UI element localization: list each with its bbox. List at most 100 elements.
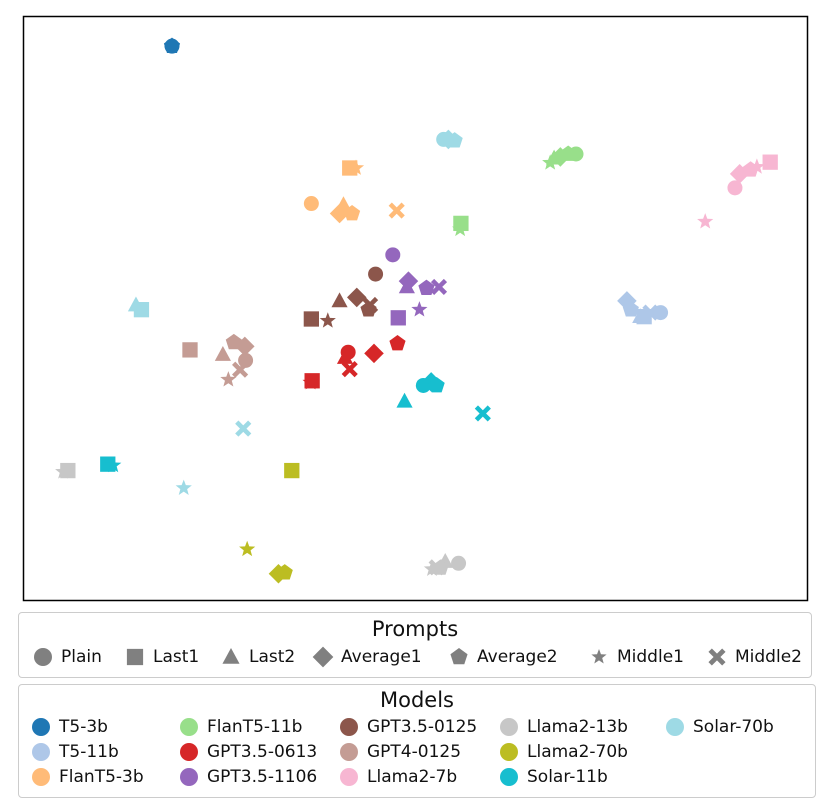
prompt-legend-average2: Average2 xyxy=(447,645,558,669)
prompt-legend-average2-marker-shape xyxy=(450,648,468,665)
point-gpt3-5-0125-pentagon xyxy=(360,301,377,317)
model-legend-solar-70b-marker-shape xyxy=(666,718,684,736)
prompt-legend-middle1-marker xyxy=(591,649,607,664)
model-legend-solar-70b-marker xyxy=(666,718,684,736)
model-legend-llama2-70b-label: Llama2-70b xyxy=(527,742,628,762)
model-legend-gpt3-5-0613-label: GPT3.5-0613 xyxy=(207,742,318,762)
prompt-legend-last2-label: Last2 xyxy=(249,647,296,667)
point-llama2-13b-square xyxy=(60,462,76,479)
point-solar-11b-star xyxy=(105,456,122,473)
point-solar-70b-square xyxy=(133,302,150,318)
model-legend-llama2-70b-marker-shape xyxy=(500,743,518,761)
model-legend-flant5-11b-label: FlanT5-11b xyxy=(207,717,303,737)
model-legend-gpt3-5-1106: GPT3.5-1106 xyxy=(177,765,317,789)
model-legend-gpt4-0125-marker-shape xyxy=(340,743,358,761)
point-llama2-13b-x xyxy=(428,559,445,576)
point-t5-3b-pentagon xyxy=(163,37,181,54)
model-legend-llama2-13b-marker-shape xyxy=(500,718,518,736)
point-gpt3-5-0613-x xyxy=(341,361,358,378)
point-llama2-7b-square xyxy=(762,154,778,170)
point-solar-70b-x xyxy=(235,420,252,437)
point-solar-11b-triangle xyxy=(396,392,413,408)
model-legend-flant5-3b-marker-shape xyxy=(32,768,50,786)
point-llama2-70b-pentagon xyxy=(276,564,293,580)
prompt-legend-last1-label: Last1 xyxy=(153,647,200,667)
prompt-legend-middle2-label: Middle2 xyxy=(735,647,802,667)
prompt-legend-plain-marker xyxy=(34,648,52,666)
point-llama2-7b-pentagon xyxy=(742,161,759,177)
model-legend-gpt3-5-0125-label: GPT3.5-0125 xyxy=(367,717,478,737)
prompt-legend-middle2: Middle2 xyxy=(705,645,802,669)
point-gpt4-0125-star xyxy=(220,371,237,387)
prompt-legend-last1: Last1 xyxy=(123,645,199,669)
model-legend-llama2-7b-marker-shape xyxy=(340,768,358,786)
prompt-legend-middle1-marker-shape xyxy=(591,649,607,664)
model-legend-gpt3-5-0613-marker xyxy=(180,743,198,761)
model-legend-flant5-3b-label: FlanT5-3b xyxy=(59,767,144,787)
prompt-legend-last1-marker-shape xyxy=(126,648,144,666)
prompt-legend-last2-marker xyxy=(222,648,240,664)
model-legend-gpt3-5-0613: GPT3.5-0613 xyxy=(177,740,317,764)
plot-area-frame xyxy=(22,15,809,602)
point-gpt3-5-1106-triangle xyxy=(398,278,415,294)
prompt-legend-average1-marker-shape xyxy=(312,646,334,668)
point-gpt3-5-1106-square xyxy=(390,310,406,326)
prompt-legend-plain-marker-shape xyxy=(34,648,52,666)
point-gpt3-5-1106-star xyxy=(411,301,428,317)
model-legend-t5-3b-label: T5-3b xyxy=(59,717,108,737)
point-gpt3-5-1106-diamond xyxy=(398,271,419,291)
point-solar-11b-pentagon xyxy=(428,376,445,393)
model-legend-t5-3b-marker xyxy=(32,718,50,736)
model-legend-t5-3b: T5-3b xyxy=(29,715,108,739)
point-gpt3-5-0613-diamond xyxy=(364,343,384,364)
prompt-legend-middle1-label: Middle1 xyxy=(617,647,684,667)
point-llama2-70b-star xyxy=(239,540,256,557)
model-legend-gpt3-5-0613-marker-shape xyxy=(180,743,198,761)
models-legend-title: Models xyxy=(380,688,454,712)
point-gpt3-5-1106-x xyxy=(430,278,448,296)
point-gpt4-0125-diamond xyxy=(235,336,255,357)
prompts-legend-title: Prompts xyxy=(371,617,459,641)
point-flant5-3b-pentagon xyxy=(343,204,361,221)
model-legend-solar-11b-label: Solar-11b xyxy=(527,767,608,787)
model-legend-flant5-11b-marker-shape xyxy=(180,718,198,736)
model-legend-gpt4-0125-marker xyxy=(340,743,358,761)
model-legend-flant5-11b: FlanT5-11b xyxy=(177,715,302,739)
prompt-legend-plain: Plain xyxy=(31,645,102,669)
prompt-legend-average1-label: Average1 xyxy=(341,647,422,667)
point-gpt3-5-0613-triangle xyxy=(336,348,354,364)
point-gpt4-0125-triangle xyxy=(214,346,231,361)
model-legend-t5-3b-marker-shape xyxy=(32,718,50,736)
point-gpt3-5-0613-star xyxy=(302,374,319,390)
model-legend-t5-11b: T5-11b xyxy=(29,740,119,764)
model-legend-llama2-13b-marker xyxy=(500,718,518,736)
point-solar-11b-x xyxy=(474,405,491,422)
model-legend-gpt3-5-1106-label: GPT3.5-1106 xyxy=(207,767,318,787)
model-legend-solar-11b-marker xyxy=(500,768,518,786)
model-legend-flant5-3b-marker xyxy=(32,768,50,786)
point-gpt3-5-0125-diamond xyxy=(347,287,367,308)
model-legend-llama2-7b-marker xyxy=(340,768,358,786)
data-points xyxy=(55,37,778,584)
model-legend-gpt4-0125-label: GPT4-0125 xyxy=(367,742,462,762)
point-gpt4-0125-square xyxy=(182,342,198,358)
point-llama2-13b-circle xyxy=(451,555,467,571)
model-legend-gpt3-5-1106-marker-shape xyxy=(180,768,198,786)
point-flant5-11b-star xyxy=(452,220,469,237)
point-gpt3-5-0125-star xyxy=(319,312,336,328)
model-legend-gpt3-5-0125-marker-shape xyxy=(340,718,358,736)
model-legend-llama2-7b-label: Llama2-7b xyxy=(367,767,458,787)
point-gpt4-0125-circle xyxy=(238,352,254,368)
point-t5-11b-circle xyxy=(653,305,669,321)
point-llama2-7b-circle xyxy=(727,180,743,196)
point-gpt3-5-0125-square xyxy=(303,311,320,327)
prompt-legend-average1-marker xyxy=(312,646,334,668)
prompt-legend-middle2-marker xyxy=(708,648,726,666)
point-flant5-3b-star xyxy=(347,159,365,175)
point-gpt4-0125-x xyxy=(232,361,249,378)
point-gpt3-5-0613-pentagon xyxy=(389,334,406,351)
model-legend-gpt3-5-1106-marker xyxy=(180,768,198,786)
point-llama2-13b-star xyxy=(423,560,441,576)
point-t5-11b-pentagon xyxy=(622,301,639,317)
